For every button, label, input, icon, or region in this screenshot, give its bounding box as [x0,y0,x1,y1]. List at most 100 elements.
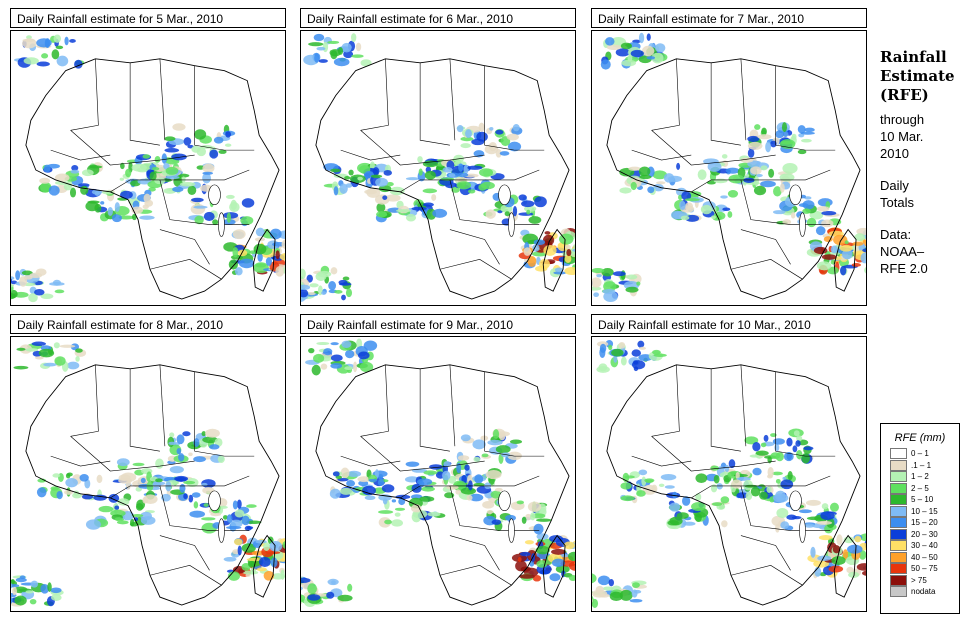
lake-outline [218,212,225,237]
rainfall-patch [747,135,760,142]
rainfall-patch [411,206,427,211]
rainfall-patch [451,186,460,193]
rainfall-patch [852,241,864,246]
rainfall-patch [549,535,563,543]
rainfall-patch [384,519,392,525]
rainfall-patch [226,212,232,223]
rainfall-patch [394,512,401,517]
country-border [159,485,250,531]
country-border [740,179,831,225]
legend-row: 1 – 2 [890,471,959,483]
rainfall-patch [711,215,717,220]
rainfall-patch [54,356,66,366]
legend-label: 2 – 5 [911,483,929,493]
rainfall-patch [69,187,77,198]
rainfall-patch [131,514,144,518]
rainfall-patch [193,456,206,463]
rainfall-patch [257,252,263,262]
legend-swatch [890,551,907,563]
rainfall-patch [328,281,337,291]
rainfall-patch [98,505,114,513]
legend-swatch [890,459,907,471]
rainfall-patch [695,473,708,483]
rainfall-patch [358,351,370,360]
rainfall-patch [801,138,812,143]
rainfall-patch [499,432,506,441]
legend-row: 0 – 1 [890,448,959,460]
rainfall-patch [827,266,839,275]
rainfall-patch [34,289,45,296]
panel-title: Daily Rainfall estimate for 7 Mar., 2010 [591,8,867,28]
through-date-line2: 2010 [880,146,909,161]
rainfall-patch [301,594,306,602]
rainfall-patch [776,508,789,519]
rainfall-patch [234,509,245,518]
rainfall-patch [798,203,809,208]
legend-row: 2 – 5 [890,482,959,495]
rainfall-patch [172,123,186,131]
rainfall-patch [646,56,656,60]
rainfall-patch [770,452,781,459]
rainfall-patch [362,485,376,496]
rainfall-patch [467,165,483,170]
rainfall-patch [469,493,484,502]
rainfall-patch [775,478,781,484]
rainfall-patch [116,520,129,525]
rainfall-patch [311,364,321,376]
map-panel-mar-9: Daily Rainfall estimate for 9 Mar., 2010 [300,314,576,612]
rainfall-patch [636,281,641,286]
rainfall-patch [223,556,237,562]
lake-outline [498,490,511,512]
rainfall-patch [372,167,380,176]
rainfall-patch [225,131,232,138]
rainfall-patch [798,509,812,514]
rainfall-patch [816,520,833,525]
rainfall-patch [534,196,547,208]
sidebar-title-line2: Estimate [880,67,955,85]
rainfall-patch [253,243,267,255]
rainfall-patch [728,174,745,184]
rainfall-patch [775,130,785,139]
rainfall-patch [333,186,339,196]
rainfall-patch [487,439,503,446]
through-date-line1: 10 Mar. [880,129,924,144]
legend-swatch [890,563,907,575]
rainfall-patch [735,472,740,480]
rainfall-patch [172,186,184,193]
rainfall-map [591,336,867,612]
rainfall-patch [524,540,534,545]
rainfall-patch [41,53,49,59]
rainfall-patch [275,250,280,260]
rainfall-patch [307,583,317,595]
rainfall-patch [823,236,833,243]
rainfall-patch [359,361,374,373]
country-border [740,229,791,265]
rainfall-patch [592,277,602,288]
rainfall-patch [202,172,211,184]
rainfall-map [300,336,576,612]
rainfall-patch [727,211,733,218]
rainfall-patch [592,286,602,291]
rainfall-patch [830,245,839,254]
rainfall-patch [330,168,341,173]
rainfall-patch [457,455,470,461]
rainfall-patch [638,166,651,177]
rainfall-patch [631,589,638,598]
rainfall-patch [341,294,346,301]
rainfall-patch [620,482,632,490]
rainfall-patch [63,183,73,191]
rainfall-patch [179,483,186,493]
rainfall-patch [53,34,62,43]
rainfall-patch [202,163,215,173]
africa-map-svg [301,33,575,302]
panel-title: Daily Rainfall estimate for 9 Mar., 2010 [300,314,576,334]
rainfall-patch [595,585,604,594]
rainfall-patch [684,198,700,202]
lake-outline [508,518,515,543]
africa-map-svg [592,340,866,608]
rainfall-patch [21,270,33,276]
africa-coastline [315,364,570,606]
rainfall-patch [429,464,443,470]
rainfall-patch [357,176,363,181]
